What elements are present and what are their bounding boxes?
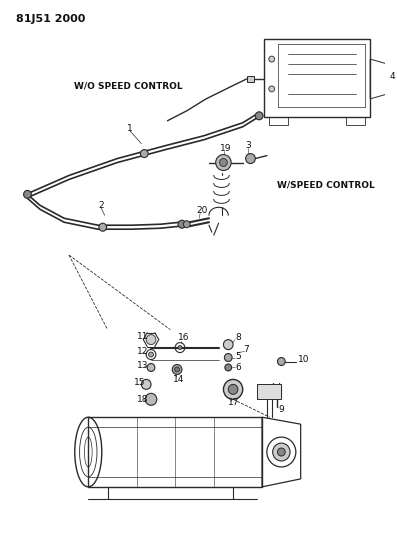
- Circle shape: [147, 364, 155, 372]
- Text: 10: 10: [298, 355, 309, 364]
- Circle shape: [225, 364, 231, 371]
- Text: 11: 11: [137, 332, 148, 341]
- Text: 8: 8: [235, 333, 241, 342]
- Text: W/O SPEED CONTROL: W/O SPEED CONTROL: [74, 82, 182, 91]
- Circle shape: [224, 379, 243, 399]
- Polygon shape: [247, 76, 254, 82]
- Circle shape: [228, 384, 238, 394]
- Text: 5: 5: [235, 352, 241, 361]
- Circle shape: [278, 358, 285, 366]
- Polygon shape: [257, 384, 281, 399]
- Circle shape: [172, 365, 182, 375]
- Text: 15: 15: [134, 378, 145, 387]
- Circle shape: [246, 154, 255, 164]
- Circle shape: [278, 448, 285, 456]
- Circle shape: [216, 155, 231, 171]
- Text: W/SPEED CONTROL: W/SPEED CONTROL: [277, 181, 374, 190]
- Circle shape: [273, 443, 290, 461]
- Circle shape: [269, 86, 275, 92]
- Circle shape: [148, 352, 154, 357]
- Circle shape: [145, 393, 157, 405]
- Circle shape: [255, 112, 263, 120]
- Text: 14: 14: [173, 375, 185, 384]
- Circle shape: [23, 190, 31, 198]
- Circle shape: [178, 345, 182, 350]
- Text: 13: 13: [137, 361, 148, 370]
- Circle shape: [141, 379, 151, 389]
- Text: 19: 19: [220, 144, 231, 153]
- Circle shape: [146, 335, 156, 345]
- Text: 1: 1: [127, 124, 133, 133]
- Text: 16: 16: [178, 333, 189, 342]
- Circle shape: [178, 220, 186, 228]
- Text: 9: 9: [278, 405, 284, 414]
- Circle shape: [224, 340, 233, 350]
- Circle shape: [183, 221, 190, 228]
- Circle shape: [99, 223, 107, 231]
- Circle shape: [269, 56, 275, 62]
- Text: 18: 18: [137, 395, 148, 404]
- Text: 3: 3: [246, 141, 251, 150]
- Text: 12: 12: [137, 347, 148, 356]
- Text: 81J51 2000: 81J51 2000: [16, 14, 85, 25]
- Text: 6: 6: [235, 363, 241, 372]
- Circle shape: [175, 367, 179, 372]
- Text: 7: 7: [243, 345, 249, 354]
- Text: 20: 20: [197, 206, 208, 215]
- Text: 17: 17: [228, 398, 240, 407]
- Circle shape: [224, 353, 232, 361]
- Circle shape: [220, 158, 227, 166]
- Text: 2: 2: [98, 201, 104, 210]
- Circle shape: [141, 150, 148, 158]
- Text: 4: 4: [389, 72, 395, 82]
